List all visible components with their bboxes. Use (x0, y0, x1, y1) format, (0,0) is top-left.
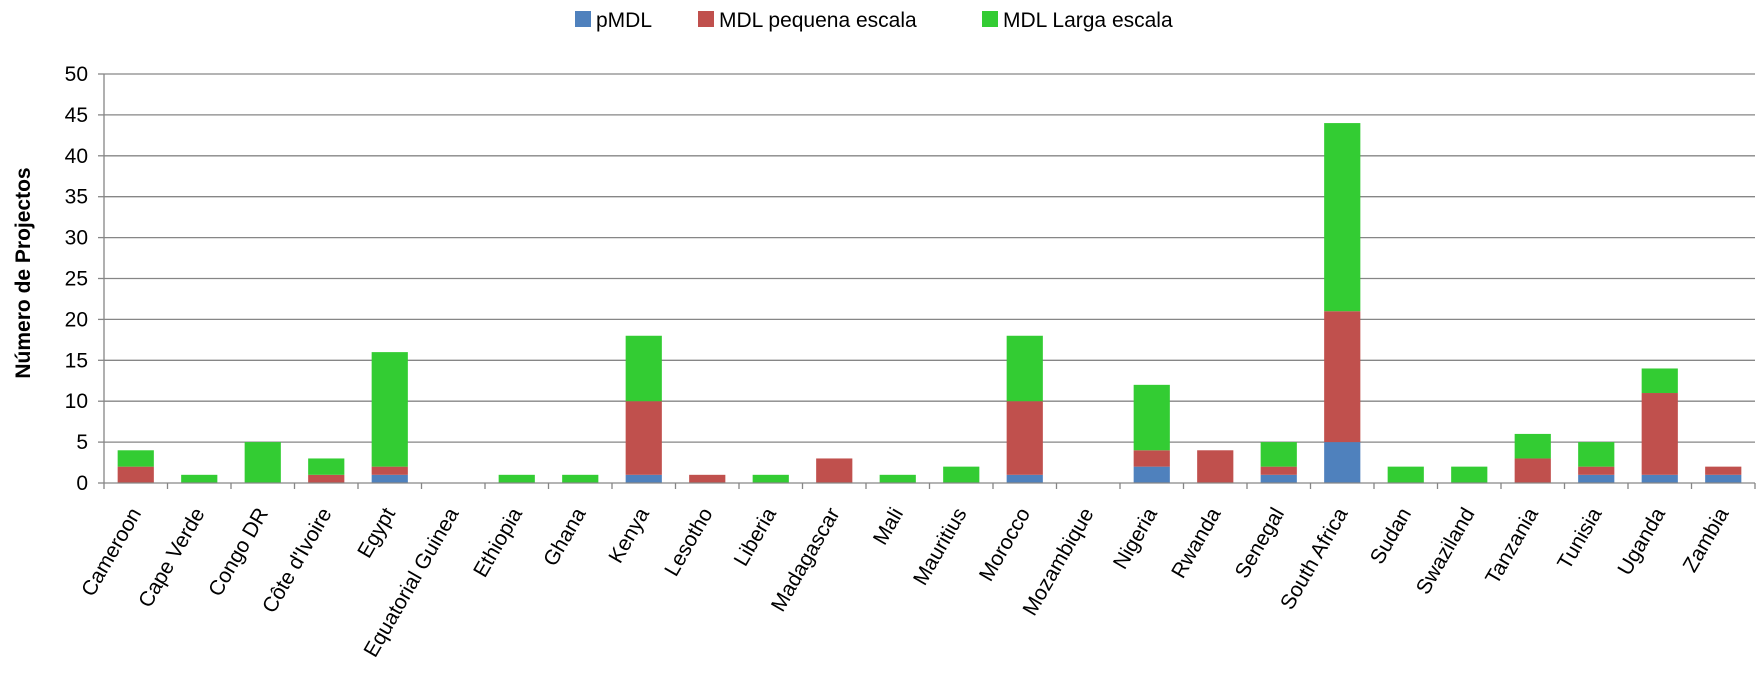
bar-pmdl (371, 474, 408, 483)
legend-swatch (698, 11, 714, 27)
bar-mdl-larga-escala (117, 450, 154, 467)
x-tick-label: Ethiopia (469, 504, 527, 581)
y-tick-label: 20 (65, 308, 88, 331)
bar-mdl-pequena-escala (816, 458, 853, 483)
legend-swatch (575, 11, 591, 27)
x-tick-label: Madagascar (767, 504, 845, 616)
x-tick-label: Tanzania (1481, 504, 1543, 589)
x-tick-label: Senegal (1231, 504, 1289, 582)
x-tick-label: Cape Verde (134, 504, 209, 612)
y-tick-label: 30 (65, 227, 88, 250)
y-tick-labels: 0 5 10 15 20 25 30 35 40 45 50 (65, 63, 88, 495)
gridlines (104, 73, 1755, 443)
x-tick-label: Kenya (604, 504, 654, 567)
bars (117, 123, 1742, 483)
x-tick-label: Mali (869, 504, 908, 549)
legend-item: MDL Larga escala (982, 9, 1173, 32)
legend-label: MDL Larga escala (1003, 9, 1173, 32)
axes (98, 73, 1756, 489)
bar-mdl-larga-escala (308, 458, 345, 475)
x-tick-label: Liberia (730, 504, 782, 570)
x-tick-label: Mauritius (909, 504, 972, 589)
bar-mdl-pequena-escala (371, 466, 408, 475)
x-tick-label: Rwanda (1167, 504, 1226, 583)
bar-mdl-pequena-escala (1705, 466, 1742, 475)
x-tick-label: Egypt (353, 504, 400, 562)
bar-pmdl (1260, 474, 1297, 483)
bar-mdl-larga-escala (1260, 442, 1297, 467)
bar-mdl-larga-escala (752, 474, 789, 483)
bar-pmdl (1578, 474, 1615, 483)
bar-pmdl (1641, 474, 1678, 483)
bar-mdl-larga-escala (1006, 335, 1043, 402)
bar-mdl-larga-escala (1514, 433, 1551, 459)
y-tick-label: 25 (65, 268, 88, 291)
x-tick-label: Cameroon (77, 504, 146, 600)
bar-mdl-larga-escala (181, 474, 218, 483)
bar-mdl-larga-escala (1133, 384, 1170, 451)
legend-label: MDL pequena escala (719, 9, 917, 32)
x-tick-label: Ghana (539, 504, 591, 570)
legend-swatch (982, 11, 998, 27)
x-tick-label: Lesotho (660, 504, 717, 580)
legend-item: MDL pequena escala (698, 9, 917, 32)
bar-mdl-pequena-escala (1260, 466, 1297, 475)
bar-mdl-larga-escala (1578, 442, 1615, 467)
x-tick-label: Morocco (975, 504, 1035, 585)
x-tick-label: Uganda (1613, 504, 1670, 579)
bar-pmdl (1324, 442, 1361, 483)
x-tick-label: Tunisia (1553, 504, 1607, 574)
y-tick-label: 15 (65, 349, 88, 372)
bar-pmdl (1006, 474, 1043, 483)
bar-mdl-larga-escala (625, 335, 662, 402)
bar-mdl-larga-escala (1324, 123, 1361, 312)
bar-mdl-pequena-escala (1006, 401, 1043, 475)
bar-mdl-pequena-escala (1578, 466, 1615, 475)
bar-mdl-larga-escala (943, 466, 980, 483)
y-tick-label: 50 (65, 63, 88, 86)
bar-mdl-larga-escala (1451, 466, 1488, 483)
bar-pmdl (1133, 466, 1170, 483)
x-tick-label: South Africa (1276, 504, 1353, 614)
bar-mdl-larga-escala (371, 352, 408, 467)
bar-mdl-larga-escala (879, 474, 916, 483)
bar-mdl-larga-escala (498, 474, 535, 483)
y-tick-label: 10 (65, 390, 88, 413)
bar-mdl-larga-escala (1641, 368, 1678, 394)
bar-pmdl (1705, 474, 1742, 483)
bar-mdl-pequena-escala (625, 401, 662, 475)
bar-mdl-larga-escala (1387, 466, 1424, 483)
x-tick-label: Swaziland (1412, 504, 1480, 598)
bar-mdl-pequena-escala (1133, 450, 1170, 467)
legend: pMDL MDL pequena escala MDL Larga escala (575, 9, 1173, 32)
legend-label: pMDL (596, 9, 652, 32)
y-tick-label: 45 (65, 104, 88, 127)
bar-mdl-pequena-escala (1641, 393, 1678, 475)
bar-mdl-pequena-escala (1324, 311, 1361, 443)
x-tick-label: Nigeria (1109, 504, 1162, 573)
bar-pmdl (625, 474, 662, 483)
bar-mdl-pequena-escala (1197, 450, 1234, 483)
y-axis-title: Número de Projectos (12, 167, 35, 378)
bar-mdl-larga-escala (244, 442, 281, 483)
bar-mdl-pequena-escala (117, 466, 154, 483)
x-tick-label: Sudan (1366, 504, 1416, 568)
bar-mdl-pequena-escala (308, 474, 345, 483)
y-tick-label: 0 (76, 472, 88, 495)
legend-item: pMDL (575, 9, 652, 32)
bar-mdl-pequena-escala (1514, 458, 1551, 483)
x-tick-label: Zambia (1679, 504, 1734, 576)
y-tick-label: 40 (65, 145, 88, 168)
y-tick-label: 5 (76, 431, 88, 454)
y-tick-label: 35 (65, 186, 88, 209)
x-tick-label: Congo DR (204, 504, 273, 600)
bar-mdl-larga-escala (562, 474, 599, 483)
bar-mdl-pequena-escala (689, 474, 726, 483)
